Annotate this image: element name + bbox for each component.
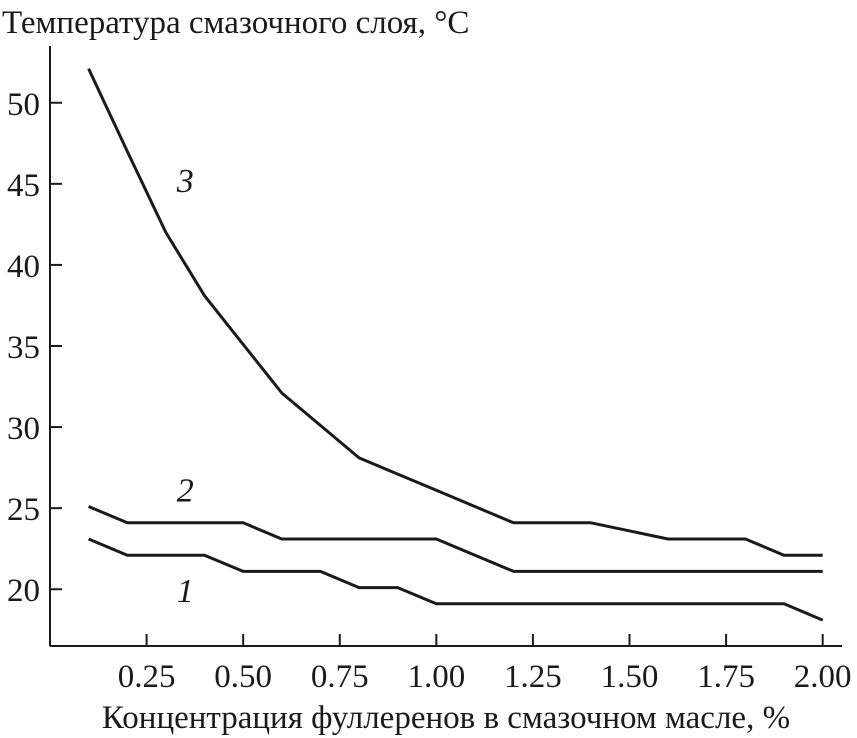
y-tick-label: 35 <box>7 330 40 366</box>
y-tick-label: 40 <box>7 249 40 285</box>
y-tick-label: 45 <box>7 168 40 204</box>
x-tick-label: 1.50 <box>601 659 659 695</box>
y-tick-label: 30 <box>7 411 40 447</box>
x-axis-title: Концентрация фуллеренов в смазочном масл… <box>102 700 790 736</box>
x-tick-label: 0.50 <box>214 659 272 695</box>
x-ticks: 0.25 0.50 0.75 1.00 1.25 1.50 1.75 2.00 <box>118 634 852 695</box>
x-tick-label: 0.25 <box>118 659 176 695</box>
series-line-1 <box>88 537 824 622</box>
x-tick-label: 0.75 <box>311 659 369 695</box>
y-tick-label: 20 <box>7 573 40 609</box>
series-line-3 <box>87 68 823 557</box>
x-tick-label: 1.25 <box>504 659 562 695</box>
y-tick-label: 25 <box>7 492 40 528</box>
y-axis-title: Температура смазочного слоя, °C <box>2 5 469 41</box>
series-label-1: 1 <box>177 573 194 610</box>
x-tick-label: 1.75 <box>697 659 755 695</box>
series-labels: 1 2 3 <box>176 163 194 610</box>
series-line-2 <box>88 505 823 573</box>
series-label-2: 2 <box>177 473 194 510</box>
y-ticks: 20 25 30 35 40 45 50 <box>7 87 62 609</box>
y-tick-label: 50 <box>7 87 40 123</box>
series-group <box>87 68 824 622</box>
x-tick-label: 1.00 <box>407 659 465 695</box>
x-tick-label: 2.00 <box>794 659 852 695</box>
series-label-3: 3 <box>176 163 194 200</box>
